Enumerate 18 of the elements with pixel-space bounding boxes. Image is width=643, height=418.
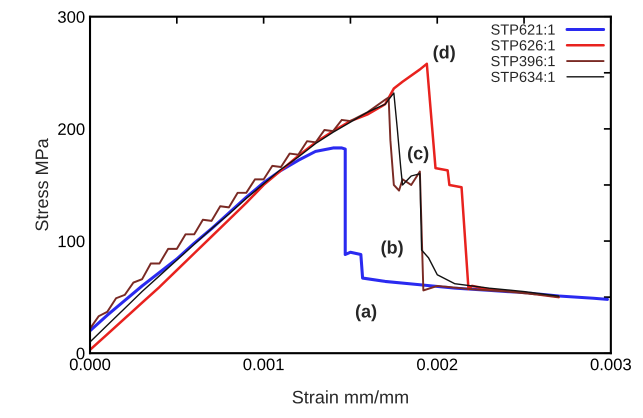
x-tick-label: 0.000 [70,358,110,370]
x-tick-label: 0.003 [590,358,631,370]
legend-label: STP626:1 [491,40,555,51]
legend-label: STP634:1 [491,72,555,82]
y-tick-label: 100 [58,235,85,248]
legend-label: STP396:1 [491,56,555,66]
x-tick-label: 0.002 [417,358,458,370]
annotation: (d) [434,45,455,62]
x-tick-label: 0.001 [243,358,284,370]
x-axis-title: Strain mm/mm [292,390,408,404]
y-axis-title: Stress MPa [35,138,48,231]
y-tick-label: 200 [58,123,85,136]
legend-label: STP621:1 [491,24,555,35]
annotation: (c) [408,146,428,164]
annotation: (b) [381,240,403,258]
y-tick-label: 0 [76,348,85,360]
annotation: (a) [356,304,376,322]
y-tick-label: 300 [58,11,85,23]
